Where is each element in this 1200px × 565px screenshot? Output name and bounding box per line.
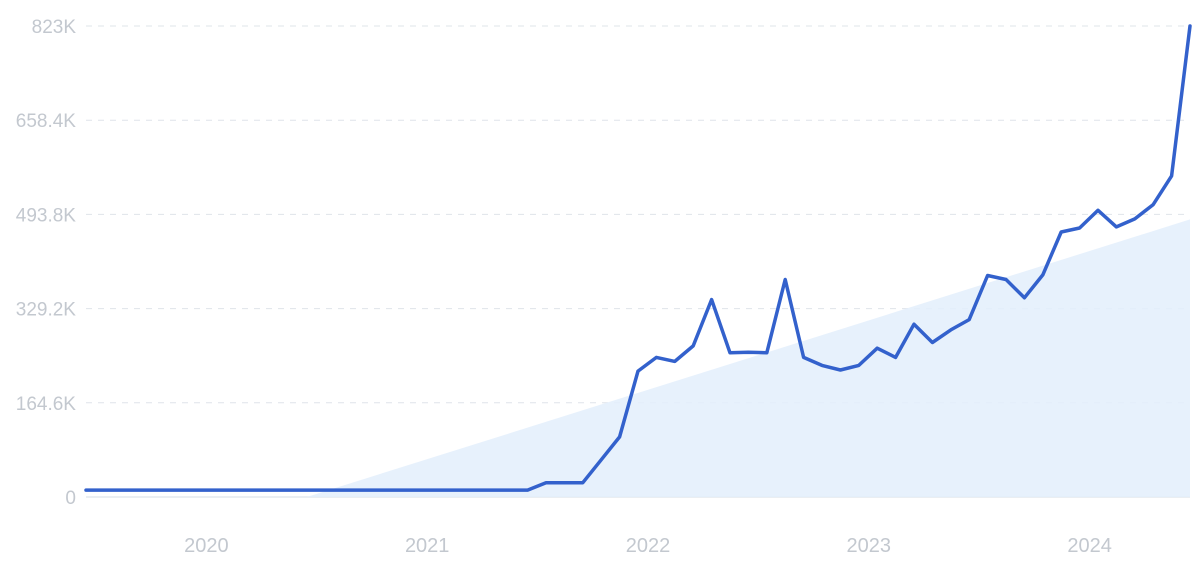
x-tick-label: 2022	[626, 535, 671, 557]
y-tick-label: 329.2K	[16, 300, 77, 321]
x-tick-label: 2021	[405, 535, 450, 557]
y-tick-label: 823K	[32, 17, 77, 38]
x-tick-label: 2023	[847, 535, 892, 557]
y-tick-label: 493.8K	[16, 205, 77, 226]
y-tick-label: 0	[65, 488, 76, 509]
y-axis-ticks: 0 164.6K 329.2K 493.8K 658.4K 823K	[16, 17, 77, 509]
series-line	[84, 24, 1192, 492]
y-tick-label: 164.6K	[16, 394, 77, 415]
x-tick-label: 2020	[184, 535, 229, 557]
trend-area-fill	[306, 219, 1190, 497]
series-line-path	[84, 24, 1192, 492]
x-tick-label: 2024	[1067, 535, 1112, 557]
trend-area	[306, 219, 1190, 497]
y-tick-label: 658.4K	[16, 111, 77, 132]
x-axis-ticks: 2020 2021 2022 2023 2024	[184, 535, 1112, 557]
